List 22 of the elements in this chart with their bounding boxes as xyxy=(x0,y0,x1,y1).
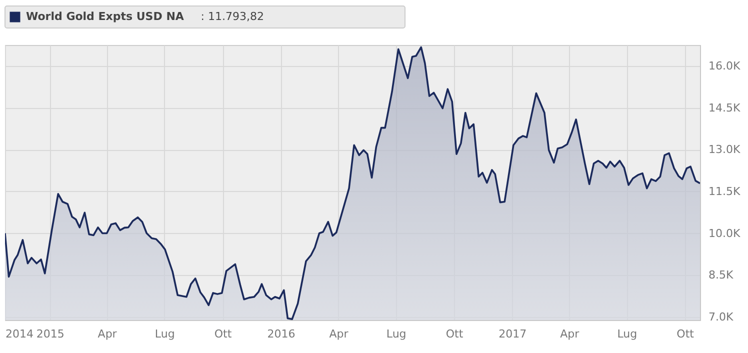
legend-label: World Gold Expts USD NA xyxy=(26,10,184,23)
x-tick-label: Ott xyxy=(214,328,232,340)
x-tick-label: Lug xyxy=(617,328,638,340)
y-tick-label: 16.0K xyxy=(708,59,741,72)
x-tick-label: Apr xyxy=(329,328,349,340)
x-tick-label: Lug xyxy=(386,328,406,340)
x-tick-label: 2015 xyxy=(36,328,64,340)
y-tick-label: 10.0K xyxy=(708,226,741,240)
y-tick-label: 7.0K xyxy=(708,310,734,324)
text: : 11.793,82 xyxy=(200,10,264,23)
x-tick-label: Apr xyxy=(560,328,580,340)
x-tick-label: 2014 xyxy=(6,328,34,340)
x-tick-label: Lug xyxy=(154,328,175,340)
x-tick-label: 2016 xyxy=(267,328,296,340)
y-tick-label: 13.0K xyxy=(708,143,741,156)
x-tick-label: Ott xyxy=(446,328,464,340)
x-tick-label: 2017 xyxy=(498,328,527,340)
x-tick-label: Ott xyxy=(676,328,695,340)
y-tick-label: 11.5K xyxy=(708,184,741,198)
y-tick-label: 14.5K xyxy=(708,101,741,114)
x-tick-label: Apr xyxy=(98,328,118,340)
y-tick-label: 8.5K xyxy=(708,268,734,282)
